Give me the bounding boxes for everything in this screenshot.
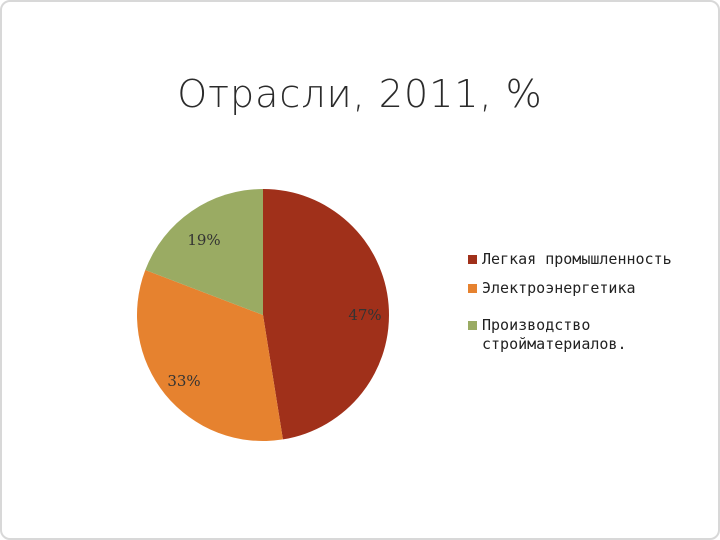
legend-item-power: Электроэнергетика xyxy=(468,279,708,298)
slice-data-label: 33% xyxy=(167,372,200,390)
slice-data-label: 47% xyxy=(348,306,381,324)
chart-title: Отрасли, 2011, % xyxy=(177,72,543,116)
legend-swatch xyxy=(468,284,477,293)
slice-data-label: 19% xyxy=(187,231,220,249)
pie-slice xyxy=(263,189,390,440)
chart-legend: Легкая промышленность Электроэнергетика … xyxy=(468,250,708,364)
legend-item-building-materials: Производство стройматериалов. xyxy=(468,316,708,354)
pie-slice xyxy=(137,270,283,441)
legend-swatch xyxy=(468,321,477,330)
legend-item-light-industry: Легкая промышленность xyxy=(468,250,708,269)
legend-swatch xyxy=(468,255,477,264)
pie-slice xyxy=(145,189,263,315)
legend-label: Легкая промышленность xyxy=(482,250,672,268)
legend-label: Производство стройматериалов. xyxy=(482,316,627,353)
legend-label: Электроэнергетика xyxy=(482,279,636,297)
